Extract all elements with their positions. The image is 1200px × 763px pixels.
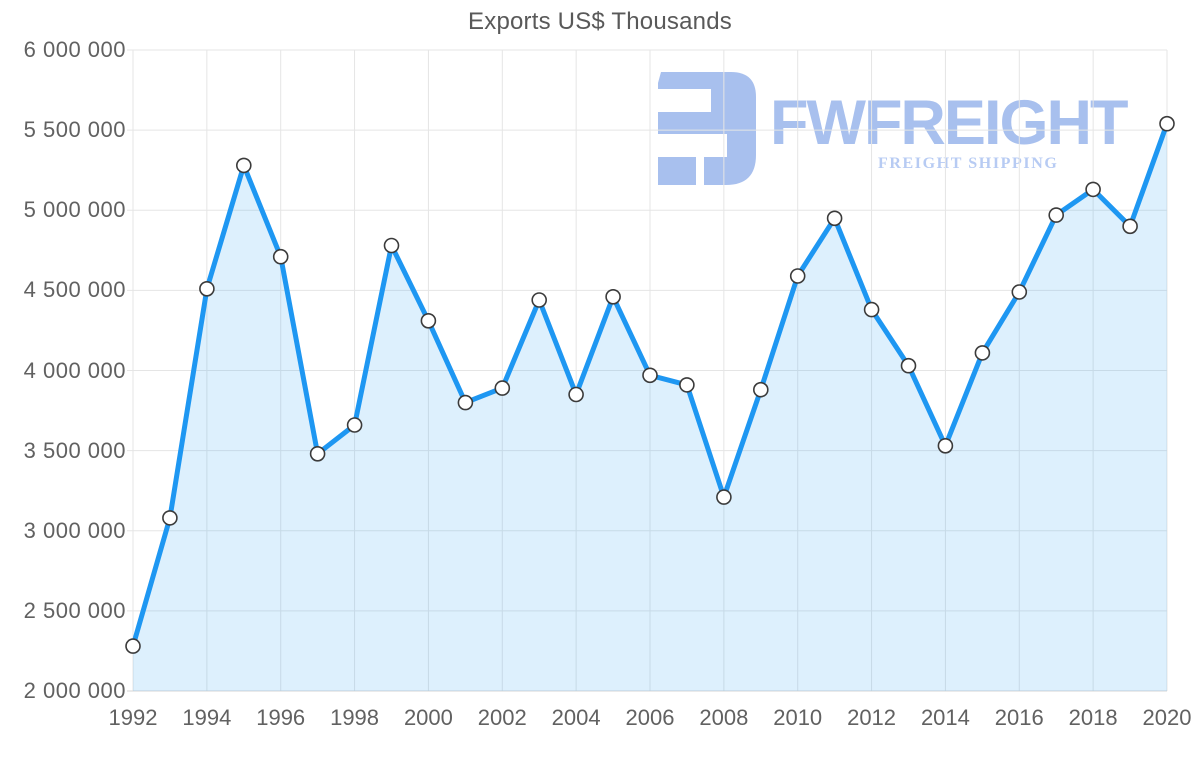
data-point-marker[interactable] [420,312,437,329]
data-point-marker[interactable] [346,417,363,433]
data-point-marker[interactable] [383,237,400,254]
x-axis-label: 2002 [477,705,527,730]
x-axis-label: 2010 [773,705,823,730]
series-area [133,123,1167,691]
data-point-marker[interactable] [236,157,252,174]
data-point-marker[interactable] [568,386,584,403]
data-point-marker[interactable] [1011,284,1028,300]
data-point-marker[interactable] [1159,115,1175,132]
x-axis-label: 1992 [108,705,158,730]
data-point-marker[interactable] [162,510,178,526]
x-axis-label: 1994 [182,705,232,730]
data-point-marker[interactable] [494,380,511,396]
data-point-marker[interactable] [309,445,326,462]
data-point-marker[interactable] [1122,218,1138,235]
data-point-marker[interactable] [716,489,732,505]
data-point-marker[interactable] [679,377,695,393]
y-axis-label: 2 500 000 [23,597,126,623]
data-point-marker[interactable] [752,381,769,398]
x-axis-label: 2012 [847,705,897,730]
x-axis-label: 2000 [403,705,453,730]
area-fill [133,123,1167,691]
y-axis-label: 3 000 000 [23,517,126,543]
data-points [125,115,1175,654]
x-axis-label: 2008 [699,705,749,730]
data-point-marker[interactable] [826,210,843,227]
y-axis-label: 3 500 000 [23,437,126,463]
data-point-marker[interactable] [272,248,289,265]
data-point-marker[interactable] [863,301,880,318]
x-axis-label: 1996 [256,705,306,730]
x-axis-label: 2006 [625,705,675,730]
x-axis-label: 2016 [994,705,1044,730]
data-point-marker[interactable] [1085,181,1101,198]
data-point-marker[interactable] [789,268,806,284]
data-point-marker[interactable] [1048,207,1064,223]
x-axis-label: 1998 [330,705,380,730]
y-axis-label: 5 000 000 [23,197,126,223]
y-axis-label: 4 000 000 [23,357,126,383]
y-axis-label: 2 000 000 [23,678,126,703]
data-point-marker[interactable] [937,437,954,454]
y-axis-label: 6 000 000 [23,37,126,62]
data-point-marker[interactable] [974,345,991,361]
x-axis-label: 2020 [1142,705,1192,730]
data-point-marker[interactable] [900,357,917,374]
data-point-marker[interactable] [531,292,548,308]
y-axis-label: 4 500 000 [23,277,126,303]
data-point-marker[interactable] [457,394,474,411]
data-point-marker[interactable] [199,280,215,297]
x-axis-label: 2004 [551,705,601,730]
data-point-marker[interactable] [125,638,141,654]
y-axis-label: 5 500 000 [23,117,126,143]
data-point-marker[interactable] [642,367,658,384]
data-point-marker[interactable] [605,288,621,305]
x-axis-label: 2018 [1068,705,1118,730]
gridlines [127,49,1168,692]
x-axis-label: 2014 [920,705,970,730]
chart-title: Exports US$ Thousands [468,8,732,35]
